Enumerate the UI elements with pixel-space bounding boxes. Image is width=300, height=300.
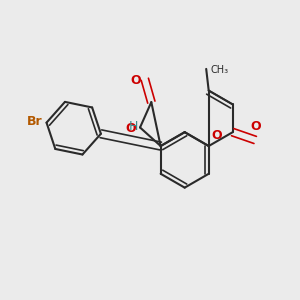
Text: O: O xyxy=(250,120,260,133)
Text: O: O xyxy=(126,122,136,135)
Text: O: O xyxy=(130,74,141,87)
Text: O: O xyxy=(212,129,222,142)
Text: CH₃: CH₃ xyxy=(210,65,228,75)
Text: H: H xyxy=(129,120,138,133)
Text: Br: Br xyxy=(27,115,43,128)
